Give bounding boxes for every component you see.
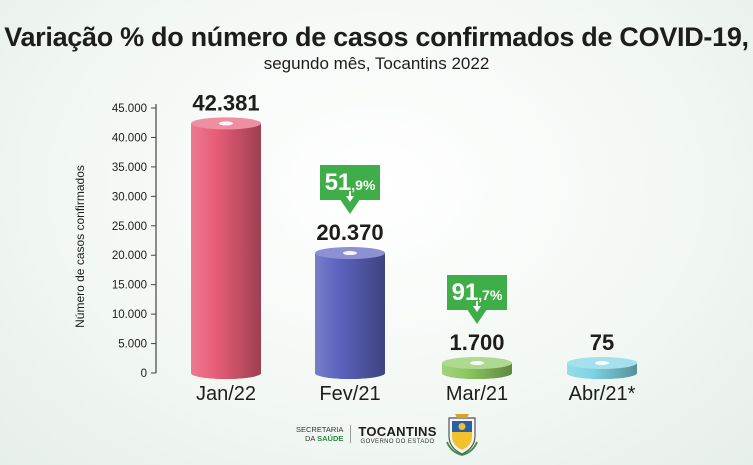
bar bbox=[567, 357, 637, 379]
percent-arrow: 51,9% bbox=[320, 165, 380, 215]
state-name: TOCANTINS bbox=[358, 423, 437, 439]
y-tick-label: 40.000 bbox=[112, 132, 147, 144]
percent-main: 51 bbox=[325, 169, 352, 196]
bar bbox=[442, 356, 512, 379]
secretaria-line2a: DA bbox=[305, 434, 318, 443]
y-tick-label: 15.000 bbox=[112, 280, 147, 292]
bar-top-highlight bbox=[219, 121, 233, 126]
category-label: Mar/21 bbox=[446, 383, 508, 405]
y-tick-label: 25.000 bbox=[112, 221, 147, 233]
bar-top-highlight bbox=[470, 360, 484, 365]
y-tick-label: 10.000 bbox=[112, 309, 147, 321]
value-label: 75 bbox=[590, 330, 614, 355]
category-label: Jan/22 bbox=[196, 383, 256, 405]
secretaria-line1: SECRETARIA bbox=[296, 425, 344, 434]
down-arrow-icon bbox=[320, 165, 380, 215]
secretaria-line2b: SAÚDE bbox=[317, 434, 344, 443]
bar-body bbox=[315, 253, 385, 379]
percent-main: 91 bbox=[452, 279, 479, 306]
gov-line: GOVERNO DO ESTADO bbox=[360, 438, 435, 445]
percent-decimal: ,9% bbox=[351, 177, 376, 193]
bar-body bbox=[191, 123, 261, 379]
chart-subtitle: segundo mês, Tocantins 2022 bbox=[263, 54, 490, 73]
percent-label: 91,7% bbox=[452, 279, 503, 306]
y-tick-label: 35.000 bbox=[112, 162, 147, 174]
down-arrow-icon bbox=[447, 274, 507, 324]
category-label: Fev/21 bbox=[319, 383, 380, 405]
y-tick-label: 5.000 bbox=[118, 339, 147, 351]
bar-top-highlight bbox=[595, 361, 609, 365]
y-axis-title: Número de casos confirmados bbox=[73, 165, 87, 328]
y-tick-label: 45.000 bbox=[112, 103, 147, 115]
y-tick-label: 20.000 bbox=[112, 250, 147, 262]
y-tick-label: 30.000 bbox=[112, 191, 147, 203]
bar bbox=[191, 117, 261, 379]
y-tick-label: 0 bbox=[141, 368, 147, 380]
percent-arrow: 91,7% bbox=[447, 274, 507, 324]
value-label: 20.370 bbox=[316, 220, 383, 245]
arrow-mark-icon bbox=[473, 305, 481, 312]
value-label: 1.700 bbox=[449, 330, 504, 355]
bar-top-highlight bbox=[343, 251, 357, 256]
category-label: Abr/21* bbox=[569, 383, 636, 405]
percent-decimal: ,7% bbox=[478, 287, 503, 303]
percent-label: 51,9% bbox=[325, 169, 376, 196]
crest-icon bbox=[445, 414, 478, 456]
tocantins-logo: TOCANTINS GOVERNO DO ESTADO bbox=[358, 424, 436, 445]
secretaria-logo: SECRETARIA DA SAÚDE bbox=[296, 425, 352, 443]
footer-logos: SECRETARIA DA SAÚDE TOCANTINS GOVERNO DO… bbox=[296, 412, 479, 456]
chart-title: Variação % do número de casos confirmado… bbox=[4, 22, 749, 52]
bar bbox=[315, 247, 385, 379]
value-label: 42.381 bbox=[192, 90, 259, 115]
arrow-mark-icon bbox=[346, 196, 354, 203]
